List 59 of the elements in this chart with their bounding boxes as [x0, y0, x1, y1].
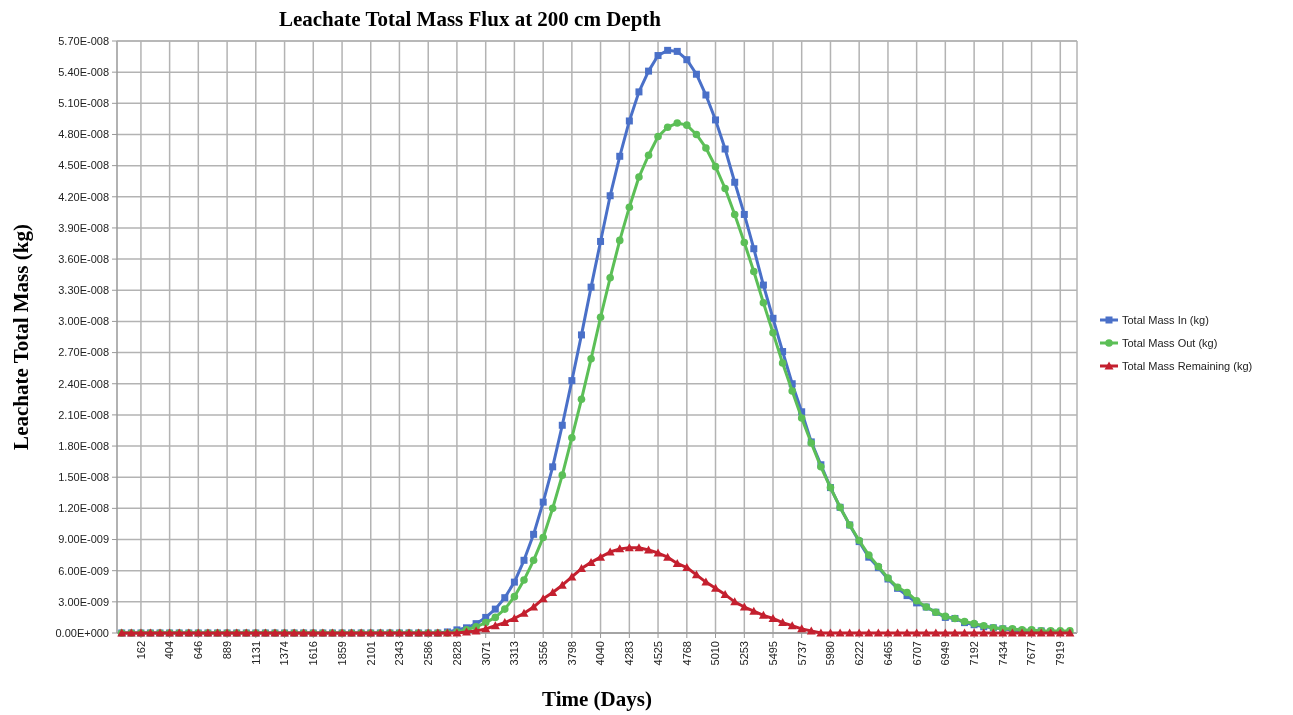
x-tick-label: 5495	[766, 641, 779, 666]
y-tick-label: 2.10E-008	[58, 408, 109, 421]
x-tick-label: 5980	[824, 641, 837, 666]
y-tick-label: 4.80E-008	[58, 128, 109, 141]
x-tick-label: 162	[134, 641, 147, 660]
y-tick-label: 1.50E-008	[58, 471, 109, 484]
y-tick-label: 5.10E-008	[58, 97, 109, 110]
y-tick-label: 1.20E-008	[58, 502, 109, 515]
x-tick-label: 3313	[508, 641, 521, 666]
x-tick-label: 1859	[335, 641, 348, 666]
y-axis-title: Leachate Total Mass (kg)	[9, 224, 33, 450]
x-tick-label: 4525	[651, 641, 664, 666]
x-tick-label: 3798	[565, 641, 578, 666]
x-tick-label: 2828	[450, 641, 463, 666]
y-tick-label: 2.40E-008	[58, 377, 109, 390]
x-tick-label: 3071	[479, 641, 492, 666]
y-tick-label: 5.40E-008	[58, 66, 109, 79]
x-tick-label: 5010	[709, 641, 722, 666]
x-tick-label: 5253	[738, 641, 751, 666]
x-axis-title: Time (Days)	[542, 687, 652, 711]
legend-label: Total Mass Out (kg)	[1122, 336, 1218, 349]
y-tick-label: 3.60E-008	[58, 252, 109, 265]
x-tick-label: 6707	[910, 641, 923, 666]
x-tick-label: 7677	[1025, 641, 1038, 666]
y-tick-label: 5.70E-008	[58, 34, 109, 47]
x-tick-label: 4040	[594, 641, 607, 666]
y-tick-label: 3.00E-008	[58, 315, 109, 328]
x-tick-label: 889	[220, 641, 233, 660]
x-tick-label: 5737	[795, 641, 808, 666]
y-tick-label: 9.00E-009	[58, 533, 109, 546]
x-tick-label: 2101	[364, 641, 377, 666]
x-tick-label: 646	[192, 641, 205, 660]
x-tick-label: 1374	[278, 641, 291, 666]
x-tick-label: 1131	[249, 641, 262, 665]
legend-label: Total Mass Remaining (kg)	[1122, 359, 1253, 372]
x-tick-label: 6949	[939, 641, 952, 666]
y-tick-label: 0.00E+000	[55, 626, 109, 639]
x-tick-label: 2343	[393, 641, 406, 666]
x-tick-label: 2586	[422, 641, 435, 666]
x-tick-label: 4283	[623, 641, 636, 666]
x-tick-label: 7192	[967, 641, 980, 666]
y-tick-label: 3.30E-008	[58, 284, 109, 297]
x-tick-label: 6222	[853, 641, 866, 666]
x-tick-label: 3556	[537, 641, 550, 666]
legend-label: Total Mass In (kg)	[1122, 313, 1209, 326]
y-tick-label: 1.80E-008	[58, 439, 109, 452]
x-tick-label: 7434	[996, 641, 1009, 666]
y-tick-label: 6.00E-009	[58, 564, 109, 577]
y-tick-label: 4.20E-008	[58, 190, 109, 203]
y-tick-label: 3.00E-009	[58, 595, 109, 608]
y-tick-label: 2.70E-008	[58, 346, 109, 359]
x-tick-label: 4768	[680, 641, 693, 666]
x-tick-label: 1616	[307, 641, 320, 666]
x-tick-label: 404	[163, 641, 176, 660]
x-tick-label: 7919	[1054, 641, 1067, 666]
y-tick-label: 4.50E-008	[58, 159, 109, 172]
y-tick-label: 3.90E-008	[58, 221, 109, 234]
x-tick-label: 6465	[881, 641, 894, 666]
chart-title: Leachate Total Mass Flux at 200 cm Depth	[278, 7, 662, 31]
